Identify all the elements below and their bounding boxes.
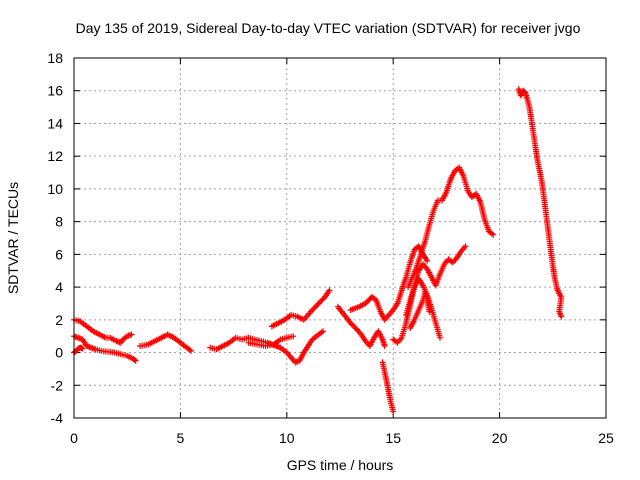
y-tick-label: 14: [47, 115, 63, 131]
data-point: [320, 328, 326, 335]
data-point: [390, 408, 397, 415]
x-tick-label: 15: [385, 430, 401, 446]
data-point: [426, 308, 433, 315]
chart-title: Day 135 of 2019, Sidereal Day-to-day VTE…: [76, 20, 581, 36]
data-point: [424, 257, 431, 264]
plot-frame: [73, 57, 607, 419]
x-tick-label: 0: [70, 430, 78, 446]
y-tick-label: 4: [55, 279, 63, 295]
x-axis-label: GPS time / hours: [287, 457, 394, 473]
y-tick-label: 10: [47, 181, 63, 197]
x-tick-label: 20: [492, 430, 508, 446]
x-tick-label: 10: [279, 430, 295, 446]
y-tick-label: 16: [47, 83, 63, 99]
data-point: [437, 334, 443, 341]
grid-lines: [74, 58, 606, 418]
x-tick-label: 25: [598, 430, 614, 446]
data-point: [462, 243, 469, 250]
y-tick-label: 12: [47, 148, 63, 164]
data-point: [290, 333, 297, 340]
y-tick-label: -2: [51, 377, 64, 393]
x-tick-label: 5: [177, 430, 185, 446]
data-points: [71, 86, 565, 415]
data-point: [128, 331, 135, 338]
data-point: [326, 287, 333, 294]
y-tick-labels: -4 -2 0 2 4 6 8 10 12 14 16 18: [47, 50, 63, 426]
y-tick-label: 0: [55, 345, 63, 361]
y-tick-label: 8: [55, 214, 63, 230]
data-point: [381, 343, 388, 349]
y-tick-label: 2: [55, 312, 63, 328]
y-tick-label: -4: [51, 410, 64, 426]
axis-ticks: [73, 57, 607, 419]
y-axis-label: SDTVAR / TECUs: [5, 182, 21, 294]
y-tick-label: 18: [47, 50, 63, 66]
y-tick-label: 6: [55, 246, 63, 262]
x-tick-labels: 0 5 10 15 20 25: [70, 430, 614, 446]
data-point: [558, 313, 565, 320]
data-point: [131, 356, 138, 363]
data-point: [79, 345, 86, 352]
data-point: [132, 357, 139, 364]
data-point: [490, 231, 497, 238]
data-point: [352, 325, 359, 332]
data-point: [188, 347, 194, 354]
